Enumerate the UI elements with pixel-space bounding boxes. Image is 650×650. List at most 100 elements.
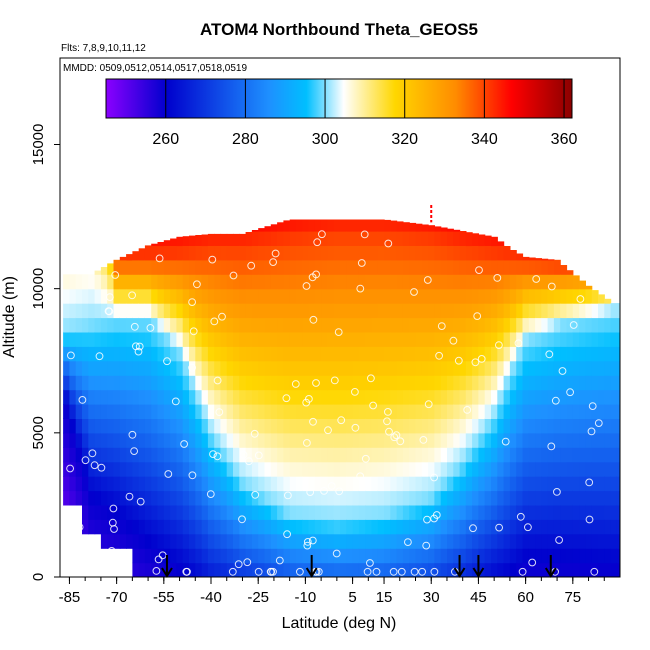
heatmap-cell — [453, 504, 461, 520]
heatmap-cell — [421, 519, 429, 535]
heatmap-cell — [239, 461, 247, 477]
heatmap-cell — [365, 447, 373, 463]
heatmap-cell — [409, 447, 417, 463]
heatmap-cell — [566, 447, 574, 463]
heatmap-cell — [75, 375, 83, 391]
heatmap-cell — [547, 259, 555, 261]
sample-point — [209, 450, 217, 459]
heatmap-cell — [151, 533, 159, 549]
heatmap-cell — [522, 274, 530, 290]
sample-point — [430, 473, 439, 482]
heatmap-cell — [478, 234, 486, 247]
heatmap-cell — [264, 490, 272, 506]
heatmap-cell — [94, 270, 102, 275]
heatmap-cell — [308, 259, 316, 275]
heatmap-cell — [409, 222, 417, 232]
heatmap-cell — [340, 519, 347, 535]
heatmap-cell — [214, 375, 222, 391]
heatmap-cell — [277, 519, 284, 535]
heatmap-cell — [465, 303, 473, 319]
heatmap-cell — [327, 404, 335, 419]
heatmap-cell — [340, 447, 347, 463]
heatmap-cell — [138, 360, 146, 376]
heatmap-cell — [434, 461, 442, 477]
heatmap-cell — [572, 375, 580, 391]
heatmap-cell — [528, 317, 536, 333]
heatmap-cell — [189, 317, 196, 333]
heatmap-cell — [459, 548, 467, 564]
heatmap-cell — [327, 389, 335, 405]
heatmap-cell — [541, 404, 549, 419]
heatmap-cell — [189, 274, 196, 290]
heatmap-cell — [289, 245, 297, 261]
heatmap-cell — [591, 504, 599, 520]
heatmap-cell — [170, 418, 177, 434]
heatmap-cell — [289, 490, 297, 506]
heatmap-cell — [296, 274, 303, 290]
heatmap-cell — [377, 375, 385, 391]
heatmap-cell — [182, 245, 190, 261]
heatmap-cell — [63, 346, 70, 362]
heatmap-cell — [522, 562, 530, 577]
heatmap-cell — [579, 317, 586, 333]
heatmap-cell — [258, 274, 266, 290]
heatmap-cell — [94, 432, 102, 448]
heatmap-cell — [440, 288, 448, 304]
heatmap-cell — [591, 490, 599, 506]
heatmap-cell — [119, 360, 127, 376]
heatmap-cell — [94, 303, 102, 319]
heatmap-cell — [333, 548, 341, 564]
heatmap-cell — [302, 331, 310, 347]
heatmap-cell — [491, 331, 498, 347]
heatmap-cell — [302, 432, 310, 448]
heatmap-cell — [226, 461, 234, 477]
heatmap-cell — [497, 303, 505, 319]
heatmap-cell — [258, 245, 266, 261]
heatmap-cell — [447, 447, 454, 463]
heatmap-cell — [333, 303, 341, 319]
heatmap-cell — [157, 533, 165, 549]
heatmap-cell — [277, 476, 284, 492]
heatmap-cell — [258, 432, 266, 448]
heatmap-cell — [239, 504, 247, 520]
heatmap-cell — [365, 562, 373, 577]
heatmap-cell — [63, 476, 70, 492]
heatmap-cell — [195, 245, 203, 261]
heatmap-cell — [264, 360, 272, 376]
heatmap-cell — [402, 245, 410, 261]
heatmap-cell — [598, 317, 605, 333]
heatmap-cell — [132, 504, 140, 520]
heatmap-cell — [220, 346, 228, 362]
heatmap-cell — [151, 504, 159, 520]
sample-point — [367, 374, 375, 383]
heatmap-cell — [176, 346, 184, 362]
heatmap-cell — [497, 346, 505, 362]
heatmap-cell — [440, 504, 448, 520]
heatmap-cell — [245, 533, 253, 549]
heatmap-cell — [553, 476, 561, 492]
heatmap-cell — [113, 375, 121, 391]
heatmap-cell — [302, 533, 310, 549]
sample-point — [320, 487, 328, 495]
heatmap-cell — [283, 418, 291, 434]
heatmap-cell — [528, 418, 536, 434]
heatmap-cell — [201, 519, 209, 535]
heatmap-cell — [465, 245, 473, 261]
heatmap-cell — [100, 533, 108, 549]
heatmap-cell — [528, 461, 536, 477]
heatmap-cell — [321, 375, 328, 391]
heatmap-cell — [585, 533, 593, 549]
heatmap-cell — [132, 548, 140, 564]
heatmap-cell — [258, 375, 266, 391]
heatmap-cell — [144, 562, 152, 577]
heatmap-cell — [541, 504, 549, 520]
heatmap-cell — [516, 253, 524, 261]
heatmap-cell — [358, 447, 366, 463]
heatmap-cell — [560, 288, 568, 304]
heatmap-cell — [296, 476, 303, 492]
heatmap-cell — [428, 519, 435, 535]
heatmap-cell — [604, 447, 612, 463]
heatmap-cell — [302, 447, 310, 463]
heatmap-cell — [358, 317, 366, 333]
heatmap-cell — [88, 389, 96, 405]
